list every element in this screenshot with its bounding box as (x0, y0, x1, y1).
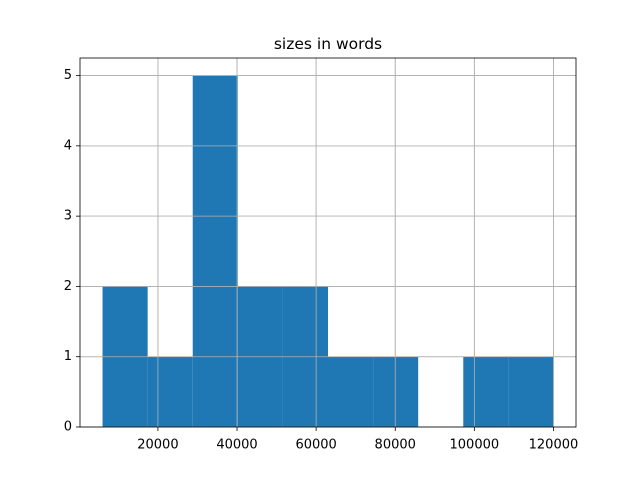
plot-frame (79, 57, 577, 428)
x-tick-label: 60000 (295, 438, 336, 453)
y-tick-label: 3 (64, 209, 72, 224)
x-tick-label: 120000 (529, 438, 579, 453)
x-tick-label: 20000 (137, 438, 178, 453)
bar (463, 356, 509, 427)
bar (508, 356, 554, 427)
y-tick-label: 0 (64, 420, 72, 435)
x-tick-label: 80000 (375, 438, 416, 453)
bar (147, 356, 193, 427)
x-tick-label: 100000 (450, 438, 500, 453)
bar (192, 75, 238, 428)
y-tick-label: 4 (64, 138, 72, 153)
x-tick-label: 40000 (216, 438, 257, 453)
bar (328, 356, 374, 427)
y-tick-label: 5 (64, 68, 72, 83)
y-tick-label: 2 (64, 279, 72, 294)
y-tick-label: 1 (64, 349, 72, 364)
chart-title: sizes in words (274, 35, 382, 53)
